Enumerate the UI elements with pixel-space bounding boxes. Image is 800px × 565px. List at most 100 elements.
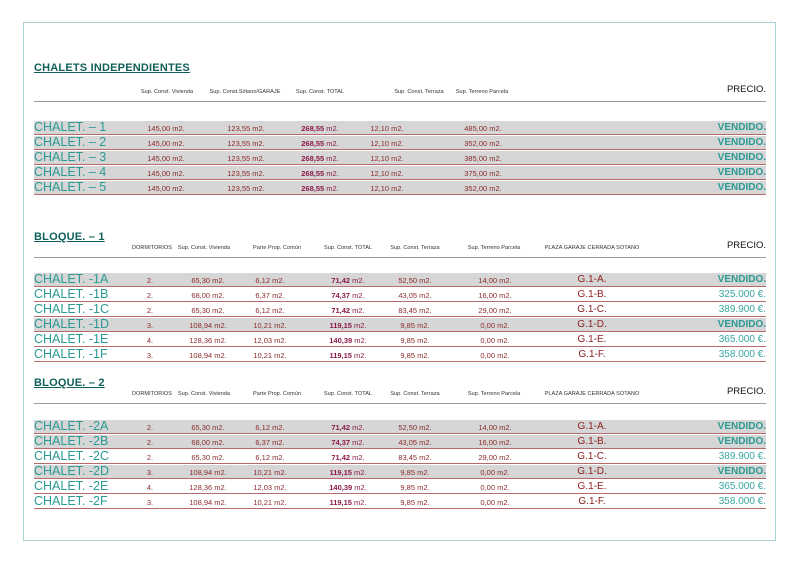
price-value: 358.000 €. [718,349,766,360]
column-header: Sup. Const. Terraza [390,245,440,251]
column-header: Sup. Const. TOTAL [295,89,345,95]
value-cell: 65,30 m2. [191,453,225,462]
value-cell: 2. [146,291,154,300]
garage-cell: G.1-A. [577,274,607,285]
value-cell: 119,15 m2. [329,498,367,507]
price-value: VENDIDO. [717,167,766,178]
price-value: VENDIDO. [717,152,766,163]
value-cell: 6,12 m2. [255,453,285,462]
price-header: PRECIO. [726,240,766,251]
column-header: Sup. Const. TOTAL [323,245,373,251]
column-header: Sup. Terreno Parcela [467,245,521,251]
table-row: CHALET. -1F 3. 108,94 m2. 10,21 m2. 119,15 m… [34,347,766,362]
price-value: 389.900 €. [718,304,766,315]
value-cell: 119,15 m2. [329,321,367,330]
value-cell: 145,00 m2. [147,154,185,163]
value-cell: 268,55 m2. [301,154,339,163]
price-value: 325.000 €. [718,289,766,300]
column-header: DORMITORIOS [132,245,172,251]
table-row: CHALET. -1C 2. 65,30 m2. 6,12 m2. 71,42 m2. 8… [34,302,766,317]
unit-name-link[interactable]: CHALET. -1F [34,347,108,361]
garage-cell: G.1-C. [577,451,607,462]
garage-cell: G.1-E. [577,334,607,345]
value-cell: 3. [146,351,154,360]
column-header: Parte Prop. Común [253,391,301,397]
value-cell: 71,42 m2. [331,306,365,315]
price-value: VENDIDO. [717,137,766,148]
unit-name-link[interactable]: CHALET. – 2 [34,135,107,149]
value-cell: 145,00 m2. [147,169,185,178]
table-row: CHALET. – 3 145,00 m2. 123,55 m2. 268,55 m2… [34,150,766,165]
table-row: CHALET. -1E 4. 128,36 m2. 12,03 m2. 140,39 m… [34,332,766,347]
value-cell: 6,37 m2. [255,438,285,447]
value-cell: 9,85 m2. [400,336,430,345]
unit-name-link[interactable]: CHALET. – 5 [34,180,107,194]
garage-cell: G.1-C. [577,304,607,315]
value-cell: 68,00 m2. [191,291,225,300]
value-cell: 119,15 m2. [329,351,367,360]
table-row: CHALET. – 1 145,00 m2. 123,55 m2. 268,55 m2… [34,120,766,135]
value-cell: 74,37 m2. [331,291,365,300]
value-cell: 268,55 m2. [301,169,339,178]
column-header: Sup. Const. Terraza [390,391,440,397]
value-cell: 83,45 m2. [398,306,432,315]
table-row: CHALET. -2C 2. 65,30 m2. 6,12 m2. 71,42 m2. 8… [34,449,766,464]
value-cell: 268,55 m2. [301,124,339,133]
value-cell: 65,30 m2. [191,423,225,432]
table-row: CHALET. -2E 4. 128,36 m2. 12,03 m2. 140,39 m… [34,479,766,494]
section-title: BLOQUE. – 2 [34,377,105,389]
column-header: Sup. Terreno Parcela [455,89,509,95]
garage-cell: G.1-E. [577,481,607,492]
value-cell: 0,00 m2. [480,321,510,330]
document-frame [23,22,776,541]
value-cell: 352,00 m2. [464,184,502,193]
value-cell: 108,94 m2. [189,498,227,507]
value-cell: 52,50 m2. [398,423,432,432]
value-cell: 12,10 m2. [370,124,404,133]
value-cell: 2. [146,453,154,462]
value-cell: 52,50 m2. [398,276,432,285]
unit-name-link[interactable]: CHALET. -1A [34,272,109,286]
table-row: CHALET. – 2 145,00 m2. 123,55 m2. 268,55 m2… [34,135,766,150]
unit-name-link[interactable]: CHALET. -2A [34,419,109,433]
value-cell: 10,21 m2. [253,351,287,360]
garage-cell: G.1-B. [577,289,607,300]
value-cell: 123,55 m2. [227,184,265,193]
value-cell: 4. [146,483,154,492]
unit-name-link[interactable]: CHALET. -1D [34,317,110,331]
table-row: CHALET. -2A 2. 65,30 m2. 6,12 m2. 71,42 m2. 5… [34,419,766,434]
value-cell: 108,94 m2. [189,351,227,360]
value-cell: 16,00 m2. [478,438,512,447]
unit-name-link[interactable]: CHALET. -2E [34,479,109,493]
value-cell: 9,85 m2. [400,468,430,477]
unit-name-link[interactable]: CHALET. – 1 [34,120,107,134]
unit-name-link[interactable]: CHALET. -1B [34,287,109,301]
value-cell: 29,00 m2. [478,453,512,462]
value-cell: 83,45 m2. [398,453,432,462]
table-row: CHALET. -1B 2. 68,00 m2. 6,37 m2. 74,37 m2. 4… [34,287,766,302]
value-cell: 140,39 m2. [329,483,367,492]
value-cell: 108,94 m2. [189,321,227,330]
unit-name-link[interactable]: CHALET. – 3 [34,150,107,164]
unit-name-link[interactable]: CHALET. -2D [34,464,110,478]
unit-name-link[interactable]: CHALET. -2F [34,494,108,508]
value-cell: 2. [146,438,154,447]
value-cell: 140,39 m2. [329,336,367,345]
value-cell: 6,37 m2. [255,291,285,300]
value-cell: 145,00 m2. [147,184,185,193]
garage-cell: G.1-F. [578,349,606,360]
garage-cell: G.1-D. [577,319,607,330]
unit-name-link[interactable]: CHALET. -2B [34,434,109,448]
value-cell: 352,00 m2. [464,139,502,148]
value-cell: 6,12 m2. [255,276,285,285]
value-cell: 65,30 m2. [191,306,225,315]
unit-name-link[interactable]: CHALET. – 4 [34,165,107,179]
value-cell: 43,05 m2. [398,438,432,447]
unit-name-link[interactable]: CHALET. -1C [34,302,110,316]
section-title: BLOQUE. – 1 [34,231,105,243]
value-cell: 12,10 m2. [370,154,404,163]
unit-name-link[interactable]: CHALET. -2C [34,449,110,463]
unit-name-link[interactable]: CHALET. -1E [34,332,109,346]
value-cell: 128,36 m2. [189,483,227,492]
value-cell: 9,85 m2. [400,351,430,360]
